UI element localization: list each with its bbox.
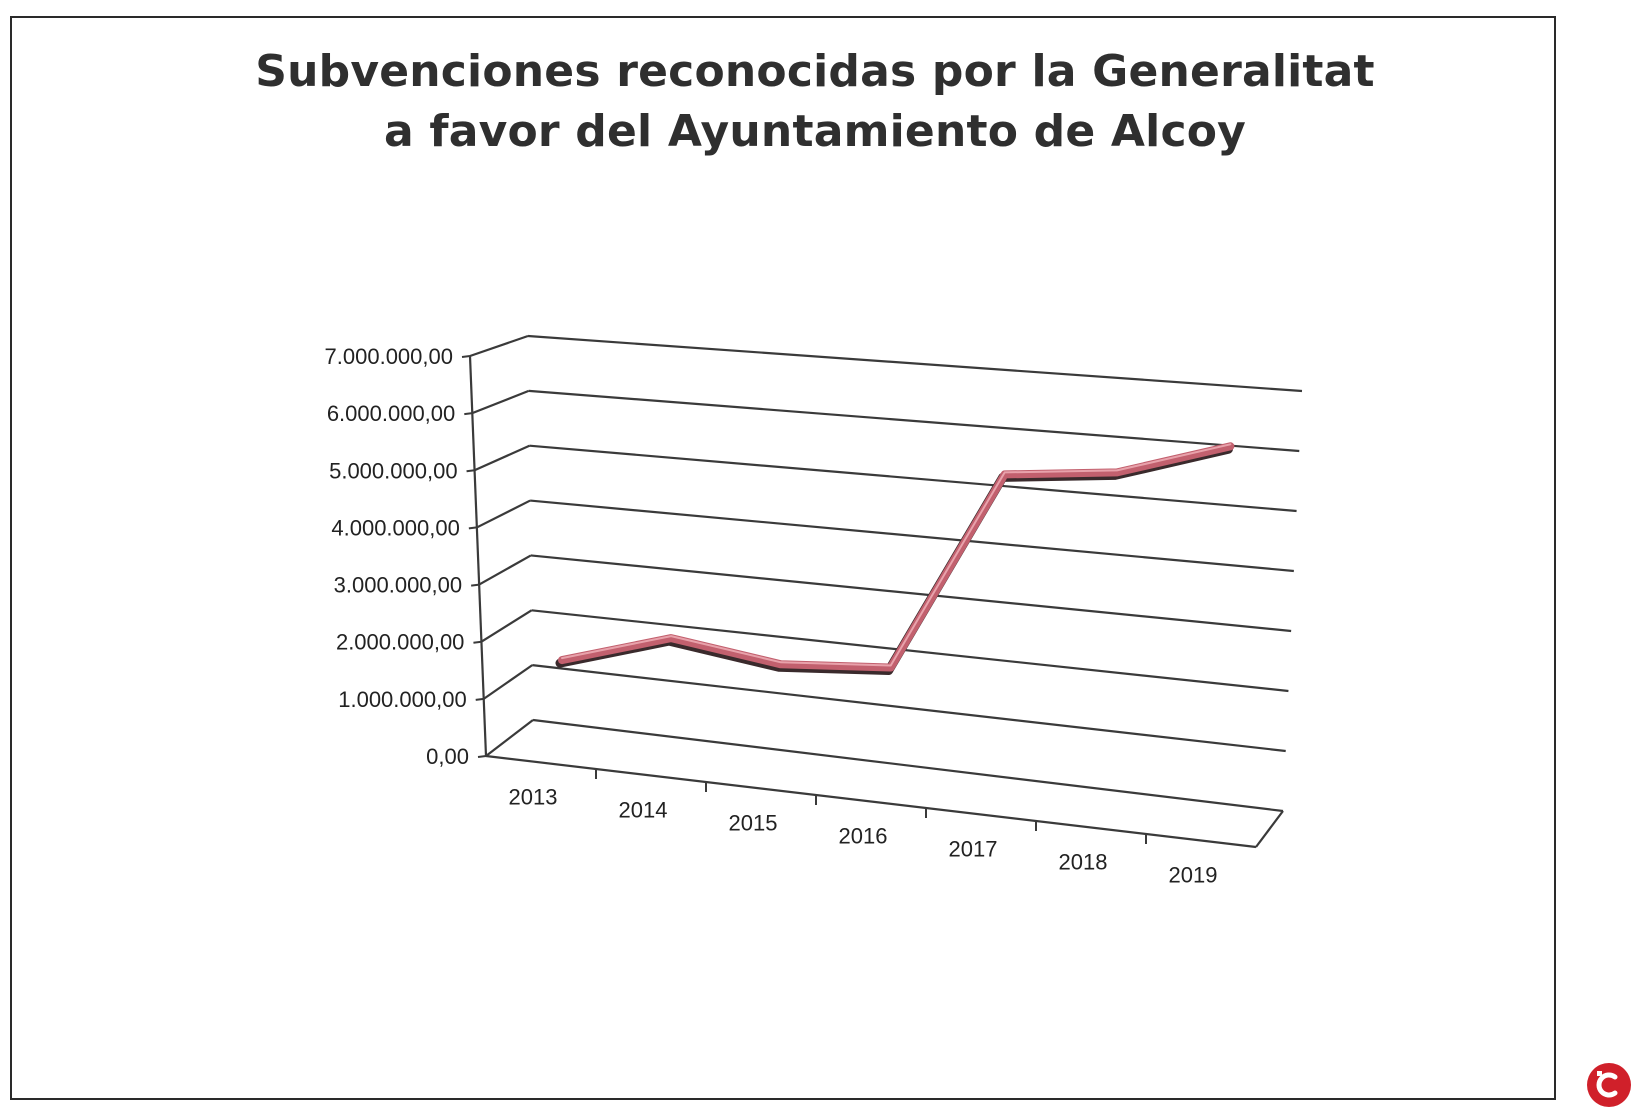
chart-title: Subvenciones reconocidas por la Generali…: [200, 42, 1430, 162]
y-axis-line: [468, 355, 488, 757]
y-tick-label: 0,00: [426, 744, 469, 769]
x-tick-labels: 2013 2014 2015 2016 2017 2018 2019: [509, 785, 1218, 888]
x-tick-label: 2017: [949, 837, 998, 862]
y-tick-mark: [464, 412, 473, 416]
gridline: [483, 664, 1286, 753]
gridline: [485, 718, 1284, 813]
x-tick-label: 2019: [1169, 863, 1218, 888]
brand-logo-icon: [1587, 1063, 1631, 1107]
x-axis-line: [485, 754, 1257, 849]
y-tick-label: 1.000.000,00: [338, 687, 466, 712]
floor-right-edge: [1255, 810, 1284, 848]
chart-title-line-2: a favor del Ayuntamiento de Alcoy: [383, 106, 1247, 157]
y-tick-label: 7.000.000,00: [325, 344, 453, 369]
y-tick-mark: [468, 526, 477, 530]
y-tick-mark: [473, 640, 482, 644]
gridline: [474, 444, 1297, 513]
chart-title-line-1: Subvenciones reconocidas por la Generali…: [255, 46, 1375, 97]
y-tick-mark: [477, 755, 487, 758]
y-tick-label: 4.000.000,00: [331, 515, 459, 540]
series-line-highlight: [561, 443, 1232, 667]
x-tick-label: 2018: [1059, 850, 1108, 875]
y-tick-mark: [461, 355, 471, 358]
y-tick-label: 5.000.000,00: [329, 458, 457, 483]
gridline: [478, 554, 1292, 633]
gridline: [476, 499, 1294, 573]
y-tick-label: 3.000.000,00: [334, 573, 462, 598]
y-tick-mark: [466, 469, 475, 473]
x-tick-label: 2016: [839, 824, 888, 849]
gridline: [471, 389, 1300, 453]
y-tick-label: 6.000.000,00: [327, 401, 455, 426]
gridline: [469, 334, 1303, 393]
x-tick-label: 2015: [729, 811, 778, 836]
y-tick-label: 2.000.000,00: [336, 630, 464, 655]
series-line: [558, 442, 1235, 672]
axis-layer: [461, 355, 1284, 849]
y-tick-mark: [475, 697, 484, 701]
y-tick-labels: 0,00 1.000.000,00 2.000.000,00 3.000.000,00…: [325, 344, 469, 769]
x-tick-label: 2014: [619, 798, 668, 823]
page-frame: [10, 16, 1556, 1100]
gridline: [480, 609, 1289, 693]
series-layer: [555, 442, 1235, 675]
y-tick-mark: [471, 583, 480, 587]
x-tick-label: 2013: [509, 785, 558, 810]
grid-layer: [469, 334, 1303, 813]
